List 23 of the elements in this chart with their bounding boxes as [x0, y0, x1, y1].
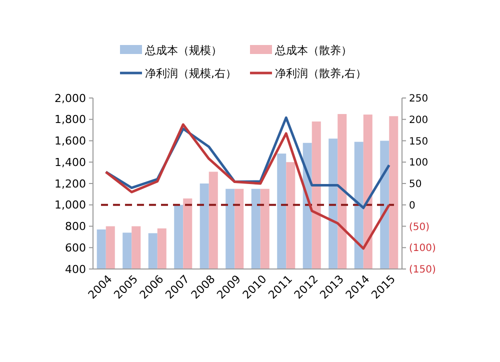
legend-label: 总成本（规模） [144, 44, 222, 57]
y-tick-label: 800 [65, 220, 86, 234]
legend-label: 总成本（散养） [274, 44, 352, 57]
y-tick-label: 2,000 [54, 92, 86, 105]
y-tick-label: 1,400 [54, 156, 86, 169]
y-tick-label: 1,000 [54, 198, 86, 212]
line-series [104, 123, 390, 250]
y2-tick-label: 0 [409, 200, 416, 212]
y-tick-label: 1,200 [54, 177, 86, 190]
y2-tick-label: 100 [409, 158, 428, 169]
legend-label: 净利润（散养,右） [275, 66, 366, 80]
y-tick-label: 600 [65, 241, 86, 254]
y-tick-label: 1,800 [54, 113, 86, 126]
y2-tick-label: 250 [409, 94, 428, 104]
y-tick-label: 1,600 [54, 134, 86, 148]
y2-tick-label: (100) [409, 243, 436, 254]
y-tick-label: 400 [65, 262, 86, 276]
y2-tick-label: (150) [409, 264, 436, 276]
y2-tick-label: 150 [409, 136, 428, 148]
y2-tick-label: 50 [409, 179, 422, 190]
y2-tick-label: (50) [409, 222, 430, 233]
legend-label: 净利润（规模,右） [145, 66, 236, 80]
y2-tick-label: 200 [409, 114, 428, 126]
